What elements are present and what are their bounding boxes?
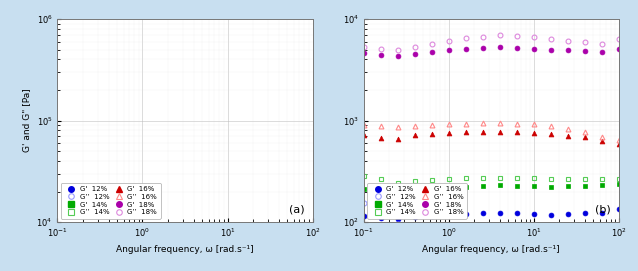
Y-axis label: G' and G" [Pa]: G' and G" [Pa] [22,89,31,153]
Text: (b): (b) [595,204,611,214]
X-axis label: Angular frequency, ω [rad.s⁻¹]: Angular frequency, ω [rad.s⁻¹] [116,245,254,254]
Legend: G'  12%, G’’  12%, G'  14%, G’’  14%, G'  16%, G’’  16%, G'  18%, G’’  18%: G' 12%, G’’ 12%, G' 14%, G’’ 14%, G' 16%… [61,183,161,219]
Text: (a): (a) [290,204,305,214]
X-axis label: Angular frequency, ω [rad.s⁻¹]: Angular frequency, ω [rad.s⁻¹] [422,245,560,254]
Legend: G'  12%, G’’  12%, G'  14%, G’’  14%, G'  16%, G’’  16%, G'  18%, G’’  18%: G' 12%, G’’ 12%, G' 14%, G’’ 14%, G' 16%… [367,183,467,219]
